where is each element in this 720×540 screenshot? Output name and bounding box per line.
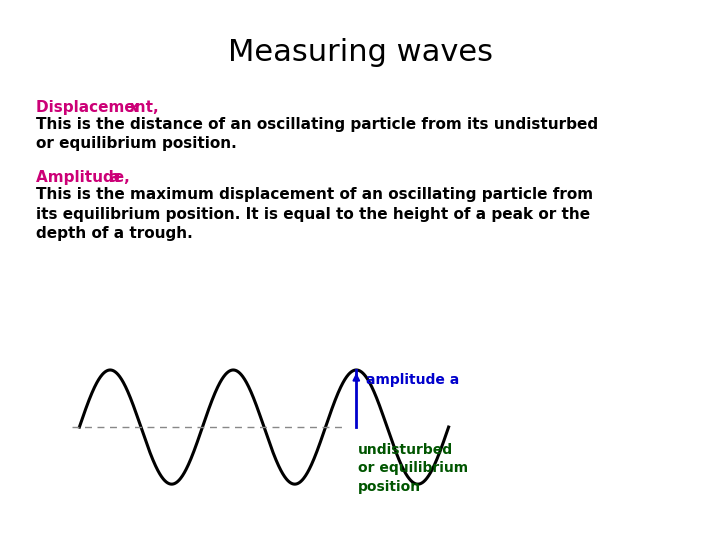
Text: Displacement,: Displacement, — [36, 100, 164, 115]
Text: undisturbed
or equilibrium
position: undisturbed or equilibrium position — [358, 443, 468, 494]
Text: Measuring waves: Measuring waves — [228, 38, 492, 67]
Text: This is the distance of an oscillating particle from its undisturbed
or equilibr: This is the distance of an oscillating p… — [36, 117, 598, 151]
Text: x: x — [128, 100, 138, 115]
Text: Amplitude,: Amplitude, — [36, 170, 135, 185]
Text: a: a — [109, 170, 120, 185]
Text: This is the maximum displacement of an oscillating particle from
its equilibrium: This is the maximum displacement of an o… — [36, 187, 593, 241]
Text: amplitude a: amplitude a — [366, 373, 459, 387]
